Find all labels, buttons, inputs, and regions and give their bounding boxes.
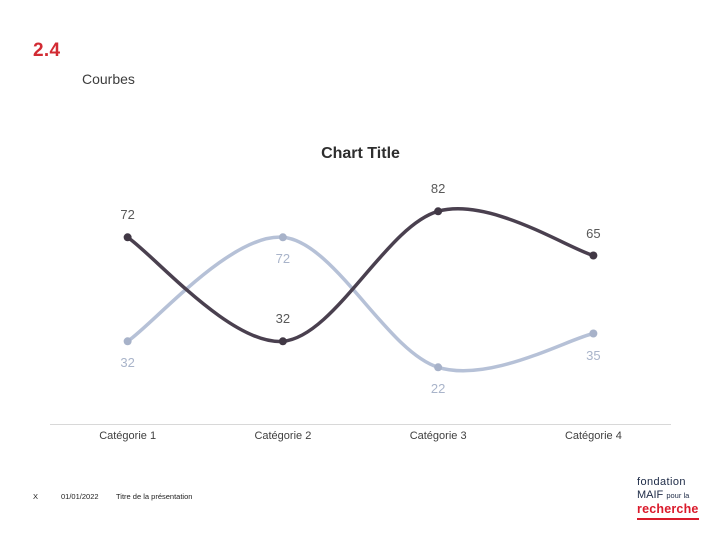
series-light-data-label: 32 (120, 355, 135, 371)
series-dark-marker (434, 207, 443, 216)
series-dark-line (125, 207, 596, 344)
category-label: Catégorie 1 (99, 430, 157, 442)
series-light-marker (589, 329, 598, 338)
category-label: Catégorie 4 (564, 430, 622, 442)
fondation-maif-logo: fondation MAIF pour la recherche (637, 476, 707, 520)
series-dark-data-label: 72 (120, 207, 135, 223)
section-title: Courbes (82, 71, 135, 87)
logo-underline (637, 518, 699, 520)
series-light-data-label: 72 (275, 251, 291, 267)
logo-text-fondation: fondation (637, 476, 686, 488)
footer-presentation-title: Titre de la présentation (116, 492, 193, 501)
series-light-marker (278, 233, 287, 242)
series-light-line (125, 235, 596, 373)
series-dark-marker (123, 233, 132, 242)
section-number: 2.4 (33, 40, 61, 61)
logo-text-recherche: recherche (637, 502, 699, 516)
logo-text-pour-la: pour la (666, 491, 690, 500)
category-label: Catégorie 3 (409, 430, 467, 442)
series-light-data-label: 35 (586, 347, 601, 363)
series-dark-data-label: 32 (275, 311, 291, 327)
category-label: Catégorie 2 (254, 430, 312, 442)
logo-text-maif-main: MAIF (637, 489, 664, 501)
series-dark-data-label: 82 (430, 181, 446, 197)
slide-footer: X 01/01/2022 Titre de la présentation (0, 492, 720, 504)
series-light-data-label: 22 (430, 381, 446, 397)
logo-text-maif: MAIF pour la (637, 489, 707, 502)
series-light-marker (123, 337, 132, 346)
page-number: X (33, 492, 39, 501)
series-dark-marker (278, 337, 287, 346)
series-dark-marker (589, 251, 598, 260)
series-dark-data-label: 65 (586, 225, 601, 241)
chart-title: Chart Title (321, 145, 400, 162)
footer-date: 01/01/2022 (61, 492, 99, 501)
series-light-marker (434, 363, 443, 372)
